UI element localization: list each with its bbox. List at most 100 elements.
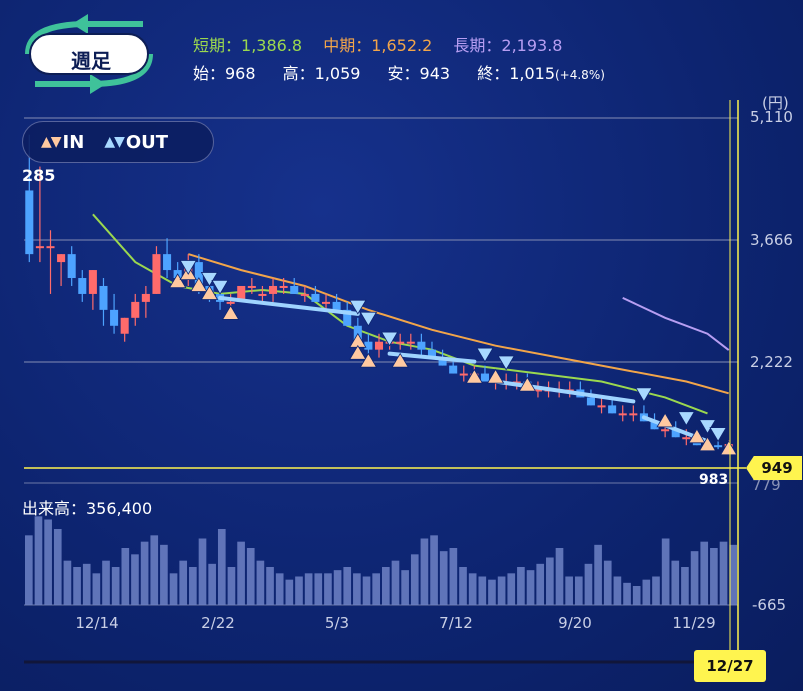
- volume-bar: [565, 576, 573, 605]
- trade-line: [218, 295, 360, 316]
- candle-body: [88, 270, 97, 294]
- candle-body: [78, 278, 87, 294]
- period-high-label: 285: [22, 166, 56, 185]
- ma-short-label: 短期：: [193, 36, 242, 55]
- candle-body: [279, 285, 288, 288]
- volume-bar: [410, 554, 419, 605]
- volume-bar: [73, 567, 81, 605]
- volume-bar: [63, 560, 72, 605]
- volume-bar: [150, 535, 159, 605]
- volume-bar: [217, 529, 226, 605]
- in-signal-marker: [190, 277, 208, 292]
- volume-bar: [92, 573, 101, 605]
- volume-bar: [34, 516, 43, 605]
- grid-lines: [24, 117, 738, 664]
- volume-bar: [594, 544, 602, 605]
- candle-body: [163, 254, 172, 271]
- candle-body: [67, 254, 76, 279]
- out-signal-marker: [211, 279, 229, 295]
- volume-bar: [574, 576, 583, 605]
- volume-bar: [603, 560, 612, 605]
- volume-bar: [256, 560, 265, 605]
- volume-bar: [333, 570, 342, 605]
- in-signal-marker: [698, 436, 717, 452]
- moving-average-lines: [92, 213, 730, 415]
- candle-body: [512, 381, 521, 384]
- candle-body: [343, 309, 352, 326]
- candle-body: [269, 285, 278, 294]
- in-signal-marker: [391, 352, 409, 368]
- period-toggle-button[interactable]: 週足: [8, 14, 170, 94]
- volume-bar: [623, 582, 631, 605]
- volume-bar: [517, 567, 525, 605]
- volume-bar: [198, 538, 207, 605]
- ohlc-high: 高：1,059: [282, 64, 361, 83]
- candle-body: [332, 301, 341, 310]
- out-signal-marker: [677, 411, 696, 427]
- volume-bar: [160, 544, 168, 605]
- price-tick-top: 5,110: [750, 108, 793, 126]
- volume-bar: [497, 576, 506, 605]
- volume-bar: [449, 548, 458, 605]
- volume-bar: [652, 576, 660, 605]
- moving-average-summary: 短期：1,386.8 中期：1,652.2 長期：2,193.8: [193, 32, 578, 56]
- volume-bar: [121, 548, 130, 605]
- volume-bar: [131, 554, 139, 605]
- ma-long-value: 2,193.8: [501, 36, 563, 55]
- candle-body: [608, 405, 617, 414]
- candle-body: [629, 413, 638, 416]
- candle-body: [131, 301, 140, 318]
- volume-bar: [353, 573, 361, 605]
- in-signal-marker: [720, 440, 738, 456]
- candle-body: [311, 293, 320, 302]
- x-tick-6: 11/29: [672, 614, 716, 632]
- volume-bar: [44, 519, 52, 605]
- ma-long-line: [622, 296, 730, 351]
- candle-body: [247, 285, 256, 288]
- in-signal-marker: [359, 352, 378, 368]
- volume-bar: [362, 576, 371, 605]
- cursor-lines: [24, 100, 746, 650]
- candle-body: [714, 445, 723, 448]
- in-signal-marker: [486, 368, 505, 384]
- signal-legend[interactable]: ▲▼ IN ▲▼ OUT: [22, 121, 214, 163]
- ohlc-summary: 始：968 高：1,059 安：943 終：1,015(+4.8%): [193, 60, 605, 84]
- candle-body: [46, 246, 55, 249]
- in-signal-marker: [518, 376, 537, 392]
- volume-bar: [671, 560, 680, 605]
- volume-bar: [391, 560, 400, 605]
- candle-body: [35, 246, 44, 249]
- volume-bar: [314, 573, 323, 605]
- ohlc-open: 始：968: [193, 64, 256, 83]
- in-signal-marker: [465, 368, 484, 384]
- candle-body: [57, 254, 66, 263]
- ma-mid-label: 中期：: [323, 36, 372, 55]
- price-tick-3: 2,222: [750, 353, 793, 371]
- volume-bar: [179, 560, 188, 605]
- period-label: 週足: [71, 48, 111, 73]
- volume-bar: [25, 535, 33, 605]
- volume-bar: [632, 586, 641, 605]
- volume-bar: [439, 551, 448, 605]
- volume-bar: [140, 541, 149, 605]
- candle-body: [682, 437, 691, 440]
- candle-body: [459, 373, 468, 376]
- candle-body: [110, 309, 119, 326]
- volume-bar: [208, 563, 216, 605]
- volume-bar: [478, 576, 487, 605]
- volume-bar: [82, 563, 91, 605]
- candle-body: [406, 341, 415, 344]
- volume-bar: [324, 573, 332, 605]
- axis-unit: (円): [762, 94, 789, 112]
- volume-bar: [584, 563, 593, 605]
- period-low-label: 983: [699, 472, 729, 488]
- x-tick-2: 2/22: [201, 614, 235, 632]
- volume-bar: [681, 567, 689, 605]
- candle-body: [141, 293, 150, 302]
- volume-bar: [266, 567, 274, 605]
- ohlc-low: 安：943: [387, 64, 451, 83]
- volume-bar: [189, 567, 197, 605]
- out-signal-marker: [635, 387, 653, 403]
- candle-body: [237, 285, 246, 302]
